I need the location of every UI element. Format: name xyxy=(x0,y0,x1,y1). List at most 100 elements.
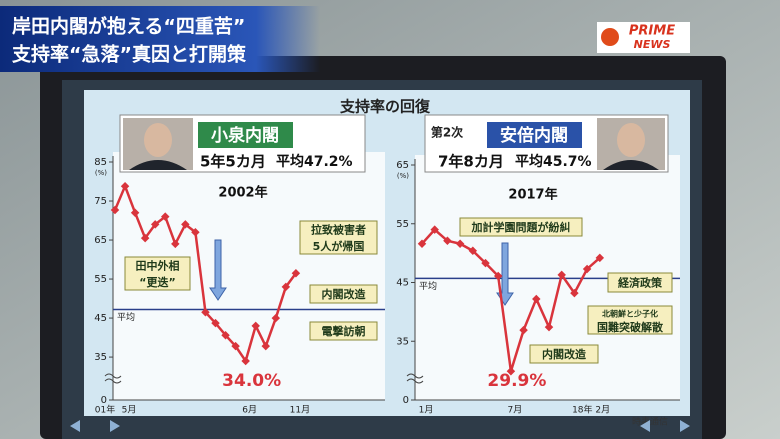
annotation-box xyxy=(587,305,673,335)
annotation-box xyxy=(124,256,191,291)
cabinet-prefix: 第2次 xyxy=(431,125,463,140)
point xyxy=(171,239,180,249)
y-unit: (%) xyxy=(95,169,107,177)
y-tick-label: 35 xyxy=(94,352,107,363)
y-tick-label: 0 xyxy=(403,395,409,406)
cabinet-name: 安倍内閣 xyxy=(500,125,568,146)
point xyxy=(150,220,160,229)
annotation-text: “更迭” xyxy=(139,275,175,289)
annotation-box xyxy=(529,344,599,364)
point xyxy=(281,282,291,292)
point xyxy=(140,233,150,243)
point xyxy=(443,236,452,246)
y-tick-label: 55 xyxy=(94,274,107,285)
point xyxy=(110,205,120,215)
y-tick-label: 55 xyxy=(396,219,409,230)
point xyxy=(251,321,260,331)
annotation-text: 電撃訪朝 xyxy=(322,324,366,338)
average-line-label: 平均 xyxy=(117,311,135,323)
y-unit: (%) xyxy=(397,172,409,180)
axis-break xyxy=(104,373,122,384)
annotation-text: 加計学園問題が紛糾 xyxy=(471,220,571,234)
y-tick-label: 65 xyxy=(94,235,107,246)
tenure: 5年5カ月 xyxy=(200,153,266,171)
average-line-label: 平均 xyxy=(419,280,437,292)
y-tick-label: 85 xyxy=(94,157,107,168)
logo-icon xyxy=(601,28,619,46)
point xyxy=(481,258,490,268)
annotation-box xyxy=(459,217,583,237)
average-label: 平均45.7% xyxy=(515,153,592,170)
logo-text: NEWS xyxy=(634,38,671,51)
photo-face xyxy=(617,123,645,157)
caption-line: 岸田内閣が抱える“四重苦” xyxy=(12,15,245,38)
caption-line: 支持率“急落”真因と打開策 xyxy=(11,43,247,66)
annotation-box xyxy=(607,272,673,293)
photo-suit xyxy=(129,160,187,170)
annotation-text: 田中外相 xyxy=(136,258,180,272)
point xyxy=(417,239,427,248)
point xyxy=(506,366,516,376)
year-label: 2002年 xyxy=(218,185,267,201)
point xyxy=(291,268,301,278)
arrow xyxy=(209,239,227,301)
cabinet-box xyxy=(487,122,582,148)
point xyxy=(181,220,190,229)
point xyxy=(532,294,541,304)
point xyxy=(211,318,220,328)
point xyxy=(130,208,140,217)
axis-break xyxy=(406,373,424,384)
point xyxy=(161,212,170,221)
annotation-box xyxy=(309,321,378,341)
y-tick-label: 65 xyxy=(396,160,409,171)
photo-face xyxy=(144,123,172,157)
annotation-text: 拉致被害者 xyxy=(311,222,366,236)
point xyxy=(455,239,465,248)
tenure: 7年8カ月 xyxy=(438,153,504,171)
point xyxy=(468,246,478,256)
annotation-text: 経済政策 xyxy=(618,276,663,290)
point xyxy=(271,313,281,323)
x-tick-label: 11月 xyxy=(290,405,310,416)
x-tick-label: 6月 xyxy=(242,405,257,416)
year-label: 2017年 xyxy=(508,187,557,203)
point xyxy=(261,341,270,351)
y-tick-label: 75 xyxy=(94,196,107,207)
caption-banner xyxy=(0,6,320,72)
y-tick-label: 45 xyxy=(396,278,409,289)
point xyxy=(582,264,592,274)
point xyxy=(201,307,210,317)
x-tick-label: 5月 xyxy=(122,405,137,416)
annotation-text: 内閣改造 xyxy=(322,287,367,301)
point xyxy=(241,356,250,366)
x-prefix: 01年 xyxy=(95,404,115,416)
x-tick-label: 7月 xyxy=(508,405,523,416)
annotation-text: 北朝鮮と少子化 xyxy=(602,309,658,319)
point xyxy=(120,181,130,191)
average-label: 平均47.2% xyxy=(276,153,353,170)
cabinet-box xyxy=(198,122,293,148)
annotation-text: 国難突破解散 xyxy=(597,320,664,334)
point xyxy=(191,227,200,237)
point xyxy=(231,341,240,351)
point xyxy=(570,288,579,298)
cabinet-name: 小泉内閣 xyxy=(211,125,279,146)
point xyxy=(430,225,439,234)
x-tick-label: 18年 2月 xyxy=(572,404,610,416)
y-tick-label: 0 xyxy=(101,395,107,406)
point xyxy=(544,322,554,332)
point xyxy=(519,325,528,335)
panel-title: 支持率の回復 xyxy=(339,98,431,116)
value-label: 29.9% xyxy=(487,371,546,391)
logo-text: PRIME xyxy=(629,24,675,39)
point xyxy=(221,330,230,340)
annotation-box xyxy=(309,284,378,304)
photo-suit xyxy=(603,160,659,170)
point xyxy=(557,270,566,280)
value-label: 34.0% xyxy=(222,371,281,391)
annotation-text: 内閣改造 xyxy=(542,347,587,361)
y-tick-label: 35 xyxy=(396,336,409,347)
point xyxy=(493,271,503,281)
x-tick-label: 1月 xyxy=(419,405,434,416)
